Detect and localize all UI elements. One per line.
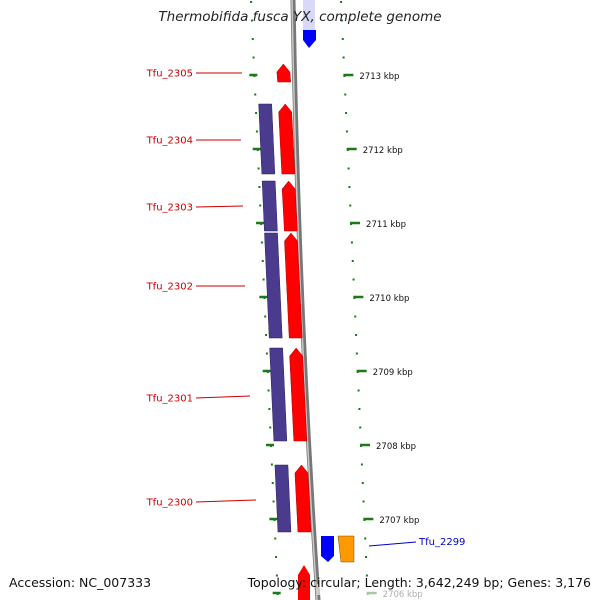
genome-title: Thermobifida fusca YX, complete genome [158, 9, 442, 25]
callout-line [195, 499, 257, 503]
gene-label-tfu-2303[interactable]: Tfu_2303 [146, 203, 193, 214]
gene-label-tfu-2302[interactable]: Tfu_2302 [146, 282, 193, 293]
orf-block [269, 347, 288, 442]
reverse-gene-arrow[interactable] [321, 536, 334, 562]
callout-line [195, 205, 244, 208]
orf-block [258, 103, 276, 175]
forward-gene-bottom[interactable] [298, 565, 310, 600]
gene-label-tfu-2301[interactable]: Tfu_2301 [146, 394, 193, 405]
forward-gene-arrow[interactable] [294, 464, 312, 533]
cds-track [276, 63, 355, 563]
scale-label: 2708 kbp [376, 442, 416, 452]
gene-label-tfu-2304[interactable]: Tfu_2304 [146, 136, 193, 147]
scale-label: 2707 kbp [379, 516, 419, 526]
gene-label-tfu-2299[interactable]: Tfu_2299 [418, 537, 465, 548]
gene-callouts: Tfu_2305 Tfu_2304 Tfu_2303 Tfu_2302 Tfu_2301… [146, 69, 466, 549]
forward-gene-arrow[interactable] [289, 347, 308, 442]
forward-gene-arrow[interactable] [281, 180, 298, 232]
scale-label: 2711 kbp [366, 220, 406, 230]
scale-label: 2713 kbp [359, 72, 399, 82]
forward-gene-arrow[interactable] [284, 232, 303, 339]
orf-block [264, 232, 283, 339]
orf-block [274, 464, 292, 533]
forward-gene-arrow[interactable] [278, 103, 296, 175]
left-tick-marks [249, 1, 281, 595]
gene-label-tfu-2305[interactable]: Tfu_2305 [146, 69, 193, 80]
accession-text: Accession: NC_007333 [9, 575, 152, 590]
reverse-gene-top[interactable] [303, 0, 316, 48]
right-tick-marks [340, 1, 377, 595]
forward-gene-arrow[interactable] [276, 63, 291, 83]
orf-track [258, 103, 292, 533]
orf-block [261, 180, 278, 232]
gene-label-tfu-2300[interactable]: Tfu_2300 [146, 498, 193, 509]
reverse-feature-arrow[interactable] [337, 535, 355, 563]
scale-label: 2712 kbp [363, 146, 403, 156]
callout-line [195, 395, 251, 399]
scale-label: 2709 kbp [373, 368, 413, 378]
genome-backbone [290, 0, 321, 600]
callout-line [368, 541, 417, 547]
scale-label: 2710 kbp [369, 294, 409, 304]
genome-summary-text: Topology: circular; Length: 3,642,249 bp… [247, 575, 591, 590]
scale-labels: 2713 kbp 2712 kbp 2711 kbp 2710 kbp 2709 kbp… [359, 72, 422, 600]
scale-label: 2706 kbp [383, 590, 423, 600]
